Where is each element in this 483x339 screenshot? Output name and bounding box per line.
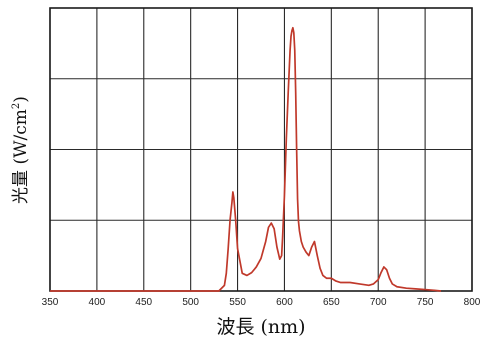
plot-frame xyxy=(49,7,473,292)
x-tick-label: 400 xyxy=(89,297,106,308)
x-tick-labels: 350 400 450 500 550 600 650 700 750 800 xyxy=(42,297,481,308)
x-tick-label: 550 xyxy=(229,297,246,308)
x-tick-label: 500 xyxy=(182,297,199,308)
x-tick-label: 600 xyxy=(276,297,293,308)
x-axis-label: 波長 (nm) xyxy=(216,316,305,338)
x-tick-label: 650 xyxy=(323,297,340,308)
spectrum-series-line xyxy=(50,26,442,292)
x-tick-label: 800 xyxy=(464,297,481,308)
x-tick-label: 350 xyxy=(42,297,59,308)
y-axis-label-close: ) xyxy=(11,96,31,103)
y-axis-label-superscript: 2 xyxy=(11,103,22,109)
x-tick-label: 700 xyxy=(370,297,387,308)
series-group xyxy=(50,26,442,292)
y-axis-label: 光量 (W/cm2) xyxy=(11,96,31,204)
x-tick-label: 450 xyxy=(135,297,152,308)
x-tick-label: 750 xyxy=(417,297,434,308)
y-axis-label-main: 光量 (W/cm xyxy=(11,109,31,204)
